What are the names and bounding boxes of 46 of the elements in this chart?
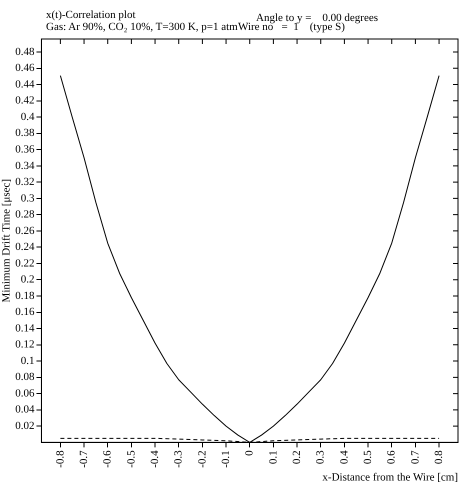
x-tick-label: -0.7 xyxy=(78,450,90,468)
y-tick-label: 0.16 xyxy=(15,306,35,318)
y-tick-label: 0.32 xyxy=(15,176,34,188)
x-axis-title: x-Distance from the Wire [cm] xyxy=(322,471,458,484)
x-tick-label: -0.1 xyxy=(220,450,232,468)
y-tick-label: 0.1 xyxy=(20,354,34,367)
x-tick-label: 0.4 xyxy=(338,450,350,464)
y-tick-label: 0.28 xyxy=(15,208,35,221)
chart-subtitle: Gas: Ar 90%, CO₂ 10%, T=300 K, p=1 atm xyxy=(46,21,238,33)
y-tick-label: 0.36 xyxy=(15,143,35,156)
y-tick-label: 0.48 xyxy=(15,46,35,58)
x-tick-label: -0.5 xyxy=(125,450,138,468)
y-tick-label: 0.3 xyxy=(20,192,35,204)
y-tick-label: 0.38 xyxy=(15,127,35,140)
x-tick-label: 0.8 xyxy=(432,450,445,464)
x-tick-label: 0 xyxy=(244,450,256,456)
y-tick-label: 0.26 xyxy=(15,224,35,237)
y-tick-label: 0.42 xyxy=(15,94,34,107)
y-tick-label: 0.34 xyxy=(15,160,35,172)
y-tick-label: 0.08 xyxy=(15,371,35,384)
y-tick-label: 0.12 xyxy=(15,338,34,351)
x-tick-label: 0.7 xyxy=(409,450,422,464)
x-tick-label: 0.5 xyxy=(362,450,374,464)
y-tick-label: 0.46 xyxy=(15,62,35,74)
y-tick-label: 0.44 xyxy=(15,78,35,90)
x-tick-label: 0.2 xyxy=(290,450,303,464)
y-tick-label: 0.24 xyxy=(15,241,35,254)
x-tick-label: -0.8 xyxy=(54,450,66,468)
text: Angle to y = 0.00 degrees xyxy=(256,12,378,24)
y-tick-label: 0.2 xyxy=(20,274,34,286)
x-tick-label: 0.1 xyxy=(267,450,280,464)
y-axis-title: Minimum Drift Time [μsec] xyxy=(0,178,12,302)
x-tick-label: -0.2 xyxy=(196,450,208,468)
x-tick-label: -0.4 xyxy=(148,450,161,468)
y-tick-label: 0.06 xyxy=(15,387,35,400)
y-tick-label: 0.14 xyxy=(15,322,35,334)
x-tick-label: 0.3 xyxy=(314,450,327,464)
y-tick-label: 0.22 xyxy=(15,257,34,270)
y-tick-label: 0.04 xyxy=(15,404,35,416)
y-tick-label: 0.4 xyxy=(20,110,35,123)
y-tick-label: 0.02 xyxy=(15,420,34,432)
x-tick-label: 0.6 xyxy=(386,450,398,464)
chart-title: x(t)-Correlation plot xyxy=(46,9,136,21)
x-tick-label: -0.3 xyxy=(172,450,185,468)
x-tick-label: -0.6 xyxy=(102,450,114,468)
y-tick-label: 0.18 xyxy=(15,290,35,302)
